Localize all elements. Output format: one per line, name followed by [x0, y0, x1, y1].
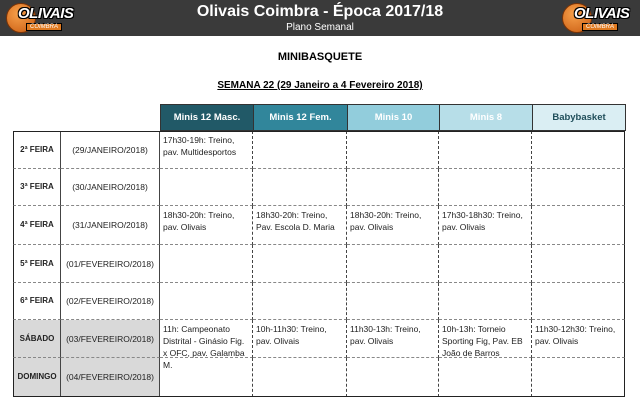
schedule-cell	[439, 169, 532, 206]
date-label: (31/JANEIRO/2018)	[61, 206, 160, 245]
schedule-cell: 17h30-18h30: Treino, pav. Olivais	[439, 206, 532, 245]
schedule-cell: 10h-13h: Torneio Sporting Fig, Pav. EB J…	[439, 320, 532, 358]
schedule-cell	[253, 169, 347, 206]
date-label: (01/FEVEREIRO/2018)	[61, 245, 160, 283]
schedule-cell	[160, 358, 253, 397]
schedule-cell: 10h-11h30: Treino, pav. Olivais	[253, 320, 347, 358]
date-label: (02/FEVEREIRO/2018)	[61, 283, 160, 320]
schedule-cell	[532, 131, 625, 169]
table-border-top	[13, 131, 625, 132]
schedule-cell	[160, 245, 253, 283]
schedule-cell: 18h30-20h: Treino, pav. Olivais	[160, 206, 253, 245]
page-title: Olivais Coimbra - Época 2017/18	[196, 3, 444, 20]
schedule-cell	[347, 131, 439, 169]
column-header-2: Minis 12 Fem.	[253, 104, 348, 131]
column-header-1: Minis 12 Masc.	[160, 104, 254, 131]
schedule-cell	[347, 283, 439, 320]
schedule-cell: 11h: Campeonato Distrital - Ginásio Fig.…	[160, 320, 253, 370]
schedule-cell: 17h30-19h: Treino, pav. Multidesportos	[160, 131, 253, 169]
column-header-5: Babybasket	[532, 104, 626, 131]
schedule-cell	[439, 245, 532, 283]
day-label: 6ª FEIRA	[13, 283, 61, 320]
schedule-cell	[347, 245, 439, 283]
day-label: DOMINGO	[13, 358, 61, 397]
date-label: (04/FEVEREIRO/2018)	[61, 358, 160, 397]
day-label: 3ª FEIRA	[13, 169, 61, 206]
day-label: SÁBADO	[13, 320, 61, 358]
schedule-cell: 18h30-20h: Treino, Pav. Escola D. Maria	[253, 206, 347, 245]
table-border-bottom	[13, 396, 625, 398]
schedule-cell	[253, 358, 347, 397]
header-bar: OLIVAIS COIMBRA Olivais Coimbra - Época 2…	[0, 0, 640, 36]
page-subtitle: Plano Semanal	[286, 22, 354, 33]
date-label: (29/JANEIRO/2018)	[61, 131, 160, 169]
section-title: MINIBASQUETE	[277, 51, 363, 63]
schedule-cell	[439, 131, 532, 169]
schedule-cell	[532, 206, 625, 245]
schedule-cell	[532, 358, 625, 397]
schedule-cell	[253, 283, 347, 320]
schedule-cell: 11h30-13h: Treino, pav. Olivais	[347, 320, 439, 358]
day-label: 4ª FEIRA	[13, 206, 61, 245]
schedule-cell: 11h30-12h30: Treino, pav. Olivais	[532, 320, 625, 358]
schedule-cell	[253, 245, 347, 283]
day-label: 5ª FEIRA	[13, 245, 61, 283]
schedule-cell	[532, 169, 625, 206]
schedule-cell	[439, 358, 532, 397]
club-logo-right: OLIVAIS COIMBRA	[560, 2, 638, 34]
schedule-cell	[439, 283, 532, 320]
day-label: 2ª FEIRA	[13, 131, 61, 169]
schedule-cell	[347, 169, 439, 206]
schedule-cell	[160, 169, 253, 206]
column-header-3: Minis 10	[347, 104, 440, 131]
schedule-cell	[253, 131, 347, 169]
week-title: SEMANA 22 (29 Janeiro a 4 Fevereiro 2018…	[217, 80, 423, 91]
schedule-cell	[532, 283, 625, 320]
date-label: (03/FEVEREIRO/2018)	[61, 320, 160, 358]
schedule-cell: 18h30-20h: Treino, pav. Olivais	[347, 206, 439, 245]
schedule-cell	[532, 245, 625, 283]
club-logo-left: OLIVAIS COIMBRA	[4, 2, 82, 34]
schedule-cell	[347, 358, 439, 397]
column-header-4: Minis 8	[439, 104, 533, 131]
date-label: (30/JANEIRO/2018)	[61, 169, 160, 206]
schedule-cell	[160, 283, 253, 320]
